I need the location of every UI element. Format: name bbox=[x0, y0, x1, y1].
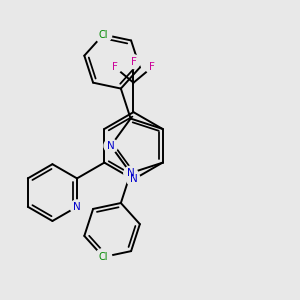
Circle shape bbox=[95, 26, 112, 43]
Text: N: N bbox=[107, 141, 115, 151]
Text: N: N bbox=[73, 202, 81, 212]
Circle shape bbox=[108, 60, 122, 74]
Text: N: N bbox=[127, 168, 134, 178]
Circle shape bbox=[127, 55, 140, 68]
Text: Cl: Cl bbox=[99, 252, 108, 262]
Circle shape bbox=[104, 139, 118, 153]
Circle shape bbox=[127, 172, 140, 186]
Text: F: F bbox=[130, 57, 136, 67]
Circle shape bbox=[146, 60, 159, 74]
Text: F: F bbox=[149, 62, 155, 72]
Text: N: N bbox=[130, 174, 137, 184]
Text: Cl: Cl bbox=[99, 30, 108, 40]
Circle shape bbox=[124, 166, 137, 180]
Text: F: F bbox=[112, 62, 118, 72]
Circle shape bbox=[95, 249, 112, 266]
Circle shape bbox=[70, 200, 84, 214]
